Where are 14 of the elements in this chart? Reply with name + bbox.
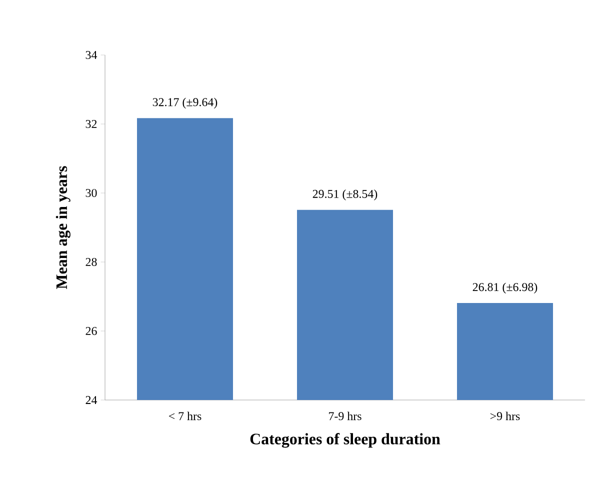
y-tick-label: 26 <box>86 326 97 336</box>
y-tick-label: 24 <box>86 396 98 404</box>
x-tick-label: < 7 hrs <box>168 412 202 420</box>
x-axis-title: Categories of sleep duration <box>250 433 440 448</box>
y-tick-label: 32 <box>86 120 97 128</box>
y-axis-title: Mean age in years <box>56 166 70 289</box>
data-label: 26.81 (±6.98) <box>472 282 538 294</box>
data-label: 32.17 (±9.64) <box>152 98 218 109</box>
y-tick-label: 28 <box>86 258 97 266</box>
y-tick-label: 34 <box>86 50 98 60</box>
x-tick-label: >9 hrs <box>490 412 520 420</box>
y-tick-label: 30 <box>86 188 97 198</box>
x-tick-label: 7-9 hrs <box>329 412 362 420</box>
data-label: 29.51 (±8.54) <box>312 190 378 200</box>
